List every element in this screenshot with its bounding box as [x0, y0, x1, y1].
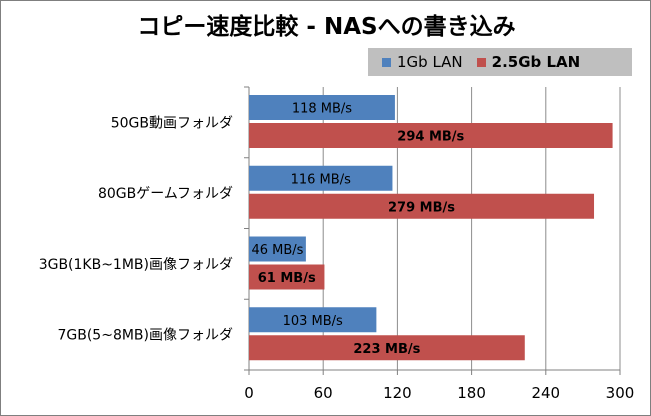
tick-label-300: 300	[606, 384, 635, 402]
tick-label-120: 120	[383, 384, 412, 402]
bar-1gb-0	[249, 95, 395, 120]
category-label-0: 50GB動画フォルダ	[111, 115, 233, 131]
category-label-2: 3GB(1KB~1MB)画像フォルダ	[39, 257, 233, 273]
bar-2-5gb-3	[249, 335, 525, 361]
bar-1gb-2	[249, 236, 306, 262]
legend: 1Gb LAN 2.5Gb LAN	[368, 48, 632, 76]
data-label-2-5gb-3: 223 MB/s	[353, 342, 420, 357]
data-label-1gb-1: 116 MB/s	[291, 172, 351, 187]
tick-label-0: 0	[244, 384, 254, 402]
data-label-2-5gb-1: 279 MB/s	[388, 200, 455, 215]
data-label-1gb-2: 46 MB/s	[251, 243, 303, 258]
data-label-2-5gb-2: 61 MB/s	[258, 271, 316, 286]
bar-2-5gb-0	[249, 123, 613, 148]
data-label-2-5gb-0: 294 MB/s	[397, 130, 464, 145]
category-label-1: 80GBゲームフォルダ	[98, 186, 233, 202]
bar-2-5gb-2	[249, 264, 325, 290]
tick-label-240: 240	[531, 384, 560, 402]
legend-swatch-2-5gb	[476, 57, 486, 67]
tick-label-180: 180	[457, 384, 486, 402]
legend-label-1gb: 1Gb LAN	[397, 53, 463, 71]
data-label-1gb-0: 118 MB/s	[292, 102, 352, 117]
bar-2-5gb-1	[249, 193, 595, 219]
tick-label-60: 60	[314, 384, 333, 402]
bar-1gb-1	[249, 165, 393, 191]
data-label-1gb-3: 103 MB/s	[283, 314, 343, 329]
bar-1gb-3	[249, 307, 377, 333]
category-label-3: 7GB(5~8MB)画像フォルダ	[57, 328, 233, 344]
chart-title: コピー速度比較 - NASへの書き込み	[137, 14, 516, 40]
legend-item-1gb: 1Gb LAN	[382, 53, 463, 71]
legend-label-2-5gb: 2.5Gb LAN	[491, 53, 581, 71]
legend-item-2-5gb: 2.5Gb LAN	[476, 53, 581, 71]
legend-swatch-1gb	[382, 57, 391, 67]
